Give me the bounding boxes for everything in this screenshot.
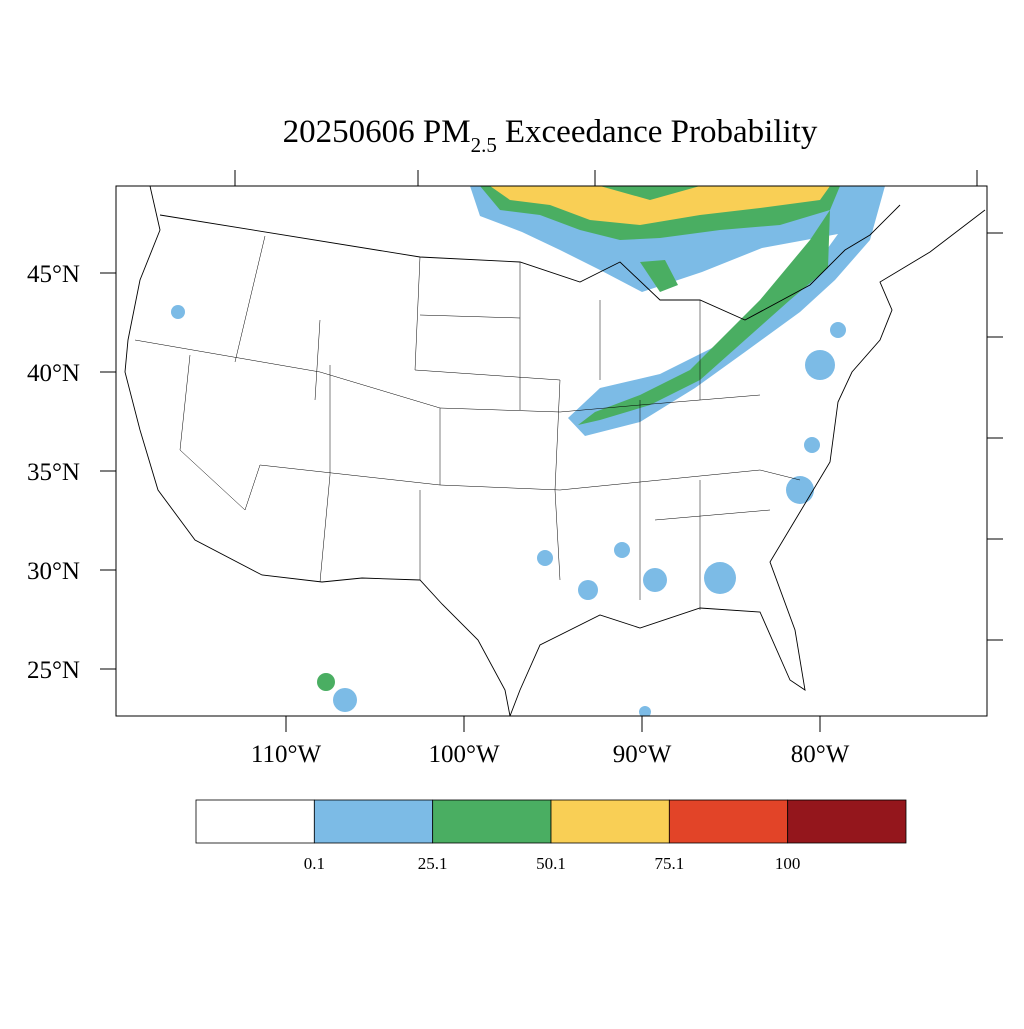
probability-area	[804, 437, 820, 453]
probability-area	[537, 550, 553, 566]
colorbar-label: 75.1	[654, 854, 684, 873]
boundaries	[124, 186, 986, 716]
lat-label: 45°N	[27, 261, 80, 288]
probability-area	[643, 568, 667, 592]
colorbar-box	[668, 799, 789, 844]
canada-border	[159, 204, 901, 321]
probability-area	[578, 580, 598, 600]
axes: 45°N 40°N 35°N 30°N 25°N 110°W 100°W 90°W 80°W	[27, 261, 850, 768]
probability-area	[704, 562, 736, 594]
coastline-border	[124, 186, 986, 716]
probability-area	[640, 260, 678, 292]
probability-area	[490, 186, 830, 225]
lon-label: 80°W	[791, 741, 850, 768]
colorbar-box	[787, 799, 907, 844]
lon-label: 90°W	[613, 741, 672, 768]
colorbar-label: 25.1	[418, 854, 448, 873]
state-lines	[134, 235, 801, 610]
colorbar-box	[195, 799, 315, 844]
lat-label: 25°N	[27, 657, 80, 684]
lon-label: 110°W	[251, 741, 322, 768]
probability-area	[333, 688, 357, 712]
title-rest: Exceedance Probability	[505, 114, 818, 150]
probability-area	[470, 186, 885, 436]
title-sub: 2.5	[471, 133, 497, 157]
lat-label: 30°N	[27, 558, 80, 585]
map-frame	[115, 185, 988, 717]
probability-area	[171, 305, 185, 319]
probability-area	[786, 476, 814, 504]
lat-label: 35°N	[27, 459, 80, 486]
colorbar-box	[313, 799, 434, 844]
frame-ticks	[234, 170, 1003, 641]
colorbar-label: 100	[775, 854, 801, 873]
probability-area	[317, 673, 335, 691]
colorbar-box	[550, 799, 670, 844]
probability-area	[805, 350, 835, 380]
probability-area	[830, 322, 846, 338]
colorbar: 0.1 25.1 50.1 75.1 100	[195, 799, 907, 873]
probability-area	[614, 542, 630, 558]
probability-area	[639, 706, 651, 716]
lat-label: 40°N	[27, 360, 80, 387]
lon-label: 100°W	[428, 741, 499, 768]
colorbar-label: 0.1	[304, 854, 325, 873]
colorbar-box	[432, 799, 552, 844]
colorbar-label: 50.1	[536, 854, 566, 873]
title-main: 20250606 PM	[283, 114, 471, 150]
probability-field	[171, 186, 885, 716]
title: 20250606 PM2.5 Exceedance Probability	[283, 114, 818, 157]
